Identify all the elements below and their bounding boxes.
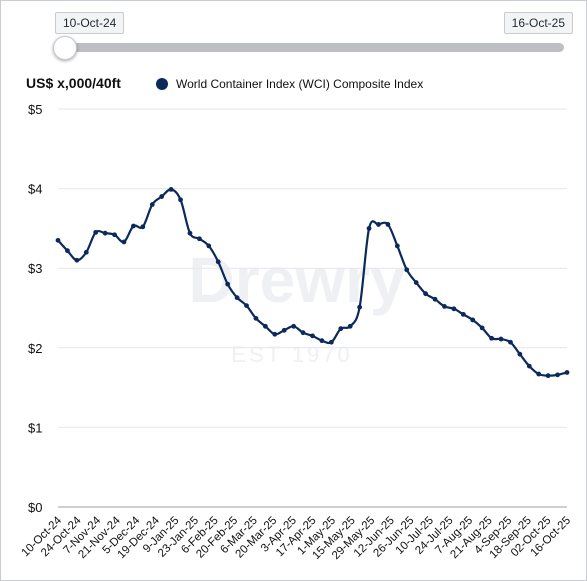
data-point bbox=[234, 295, 240, 301]
data-point bbox=[347, 323, 353, 329]
data-point bbox=[187, 230, 193, 236]
data-point bbox=[225, 281, 231, 287]
watermark-brand: Drewry bbox=[189, 244, 406, 316]
data-point bbox=[357, 304, 363, 310]
y-tick-label: $1 bbox=[28, 420, 42, 435]
data-point bbox=[564, 370, 570, 375]
data-point bbox=[253, 315, 259, 321]
data-point bbox=[432, 296, 438, 302]
data-point bbox=[55, 237, 61, 243]
data-point bbox=[131, 223, 136, 229]
data-point bbox=[215, 259, 221, 265]
data-point bbox=[394, 243, 400, 249]
data-point bbox=[93, 229, 99, 235]
data-point bbox=[319, 338, 325, 344]
data-point bbox=[310, 333, 315, 339]
data-point bbox=[262, 323, 268, 329]
date-range-slider-track[interactable] bbox=[57, 43, 564, 52]
data-point bbox=[366, 226, 372, 231]
range-end-date[interactable]: 16-Oct-25 bbox=[503, 12, 573, 34]
data-point bbox=[244, 303, 249, 309]
data-point bbox=[74, 257, 80, 263]
data-point bbox=[489, 335, 494, 341]
data-point bbox=[272, 331, 278, 337]
data-point bbox=[526, 363, 532, 369]
data-point bbox=[470, 317, 476, 323]
y-tick-label: $3 bbox=[28, 261, 42, 276]
data-point bbox=[328, 339, 334, 345]
data-point bbox=[385, 222, 391, 227]
data-point bbox=[159, 194, 165, 199]
data-point bbox=[300, 330, 306, 336]
data-point bbox=[102, 230, 108, 236]
range-start-date[interactable]: 10-Oct-24 bbox=[55, 12, 125, 34]
y-tick-label: $5 bbox=[28, 102, 42, 117]
legend-label: World Container Index (WCI) Composite In… bbox=[176, 77, 424, 91]
data-point bbox=[460, 311, 466, 317]
data-point bbox=[281, 327, 287, 333]
data-point bbox=[206, 243, 212, 249]
data-point bbox=[112, 232, 117, 238]
data-point bbox=[338, 326, 344, 332]
data-point bbox=[178, 197, 183, 203]
data-point bbox=[498, 336, 504, 342]
legend-marker bbox=[156, 78, 168, 90]
data-point bbox=[404, 267, 410, 273]
data-point bbox=[423, 291, 429, 297]
data-point bbox=[196, 236, 202, 242]
data-point bbox=[517, 351, 523, 357]
legend[interactable]: World Container Index (WCI) Composite In… bbox=[156, 77, 423, 91]
data-point bbox=[508, 339, 513, 345]
y-axis-unit-label: US$ x,000/40ft bbox=[26, 75, 121, 91]
watermark-tagline: EST 1970 bbox=[231, 342, 352, 367]
data-point bbox=[536, 371, 542, 377]
data-point bbox=[555, 372, 560, 378]
y-tick-label: $4 bbox=[28, 182, 42, 197]
date-range-slider-handle[interactable] bbox=[53, 36, 77, 60]
y-tick-label: $2 bbox=[28, 341, 42, 356]
data-point bbox=[479, 325, 485, 331]
data-point bbox=[545, 373, 551, 379]
data-point bbox=[121, 239, 127, 245]
data-point bbox=[168, 186, 174, 192]
data-point bbox=[442, 304, 447, 309]
data-point bbox=[149, 202, 155, 207]
data-point bbox=[451, 306, 457, 312]
data-point bbox=[376, 222, 381, 227]
data-point bbox=[83, 249, 89, 255]
data-point bbox=[413, 280, 419, 285]
y-tick-label: $0 bbox=[28, 500, 42, 515]
data-point bbox=[140, 224, 146, 230]
data-point bbox=[65, 248, 70, 254]
data-point bbox=[291, 323, 297, 329]
